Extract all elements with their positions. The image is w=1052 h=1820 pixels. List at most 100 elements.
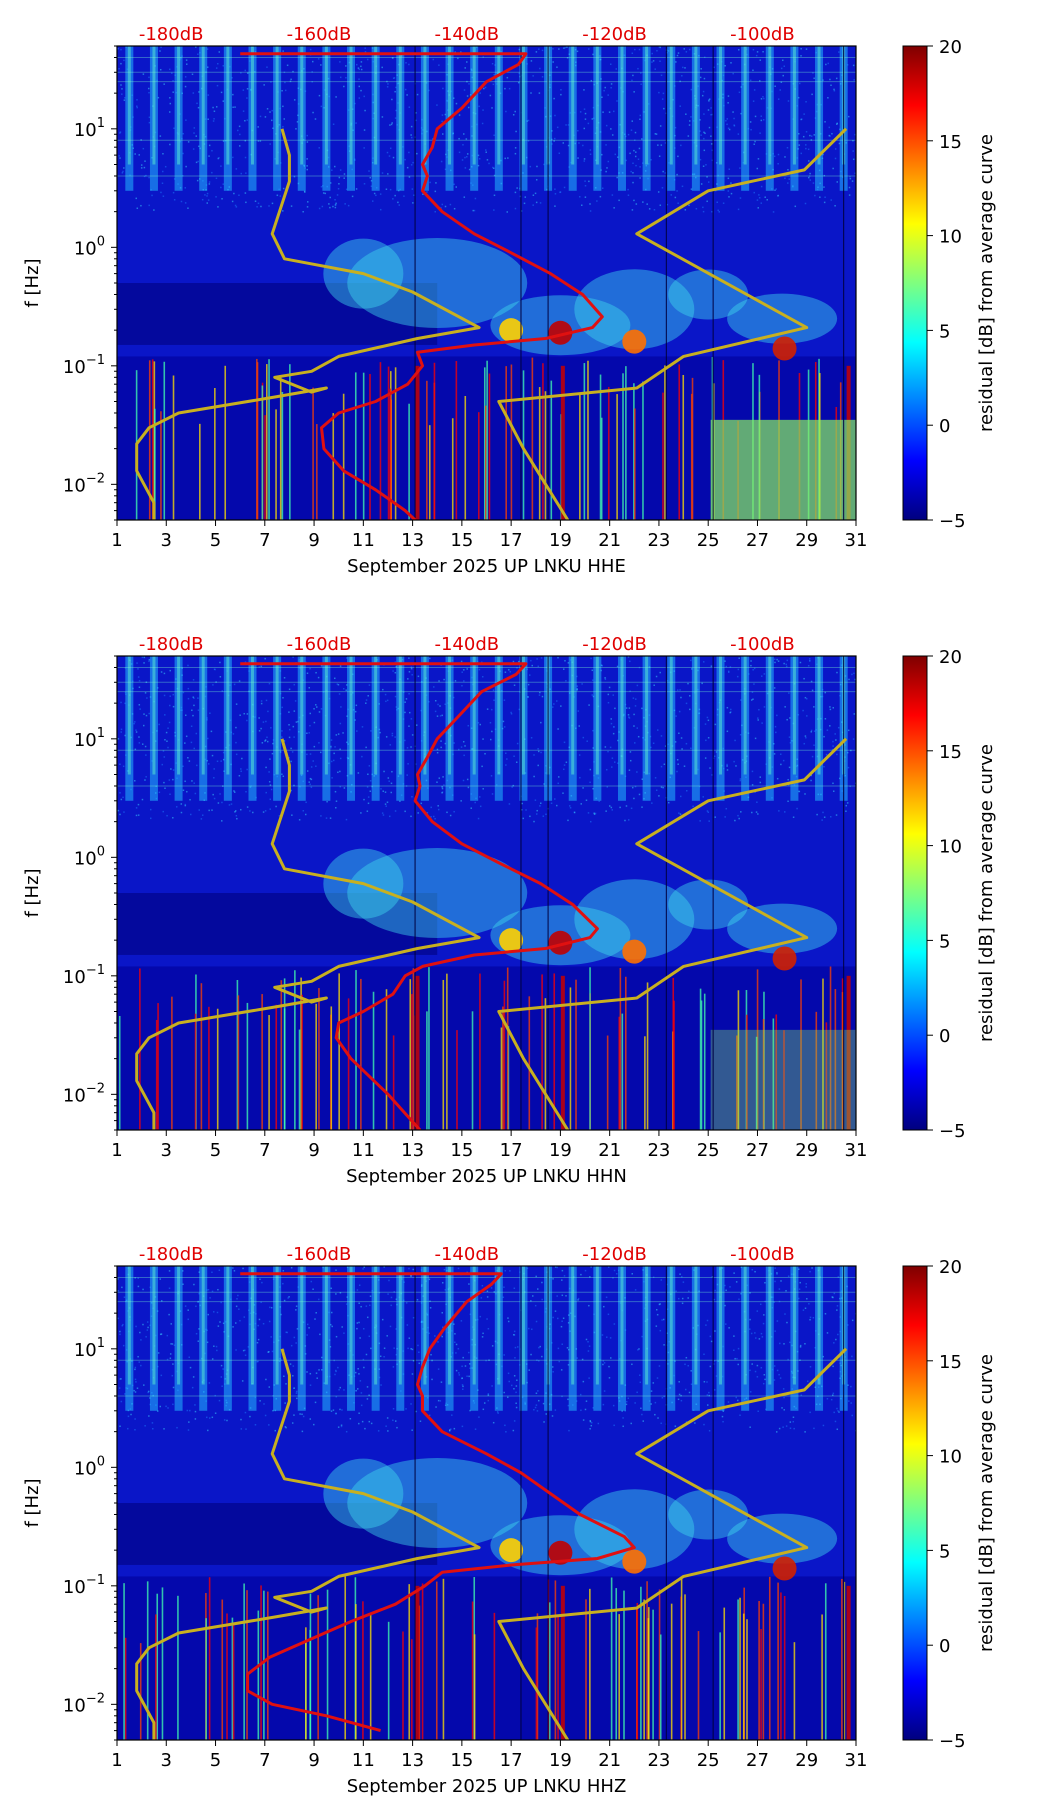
noise-dot: [382, 814, 385, 816]
noise-dot: [703, 77, 706, 80]
noise-dot: [613, 1424, 615, 1427]
noise-dot: [721, 1415, 724, 1418]
noise-dot: [313, 708, 315, 710]
noise-dot: [193, 697, 195, 699]
transient-spike: [426, 380, 428, 520]
noise-dot: [760, 1332, 763, 1335]
noise-dot: [481, 675, 484, 678]
noise-dot: [294, 700, 297, 702]
day-streak-core: [275, 656, 279, 775]
noise-dot: [478, 105, 480, 108]
noise-dot: [306, 141, 309, 143]
noise-dot: [365, 746, 367, 749]
noise-dot: [393, 1291, 396, 1293]
noise-dot: [197, 697, 199, 699]
noise-dot: [783, 662, 785, 665]
hot-spot: [622, 329, 647, 354]
noise-dot: [756, 199, 759, 201]
noise-dot: [556, 700, 558, 702]
db-scale-label: -140dB: [434, 634, 499, 655]
noise-dot: [561, 1395, 563, 1398]
transient-spike: [446, 973, 448, 1130]
noise-dot: [168, 111, 171, 113]
noise-dot: [182, 1283, 184, 1286]
noise-dot: [365, 699, 368, 701]
noise-dot: [676, 759, 679, 761]
x-tick-label: 1: [111, 1750, 122, 1771]
noise-dot: [288, 711, 290, 713]
noise-dot: [545, 813, 547, 816]
noise-dot: [432, 58, 435, 61]
noise-dot: [713, 1298, 716, 1301]
noise-dot: [121, 1324, 124, 1327]
noise-dot: [578, 142, 580, 144]
noise-dot: [143, 656, 146, 659]
noise-dot: [733, 1272, 735, 1274]
noise-dot: [437, 703, 439, 706]
noise-dot: [440, 740, 442, 742]
noise-dot: [386, 1417, 389, 1419]
x-tick-label: 17: [500, 1750, 523, 1771]
noise-dot: [596, 200, 598, 202]
noise-dot: [774, 1280, 776, 1283]
noise-dot: [130, 1413, 132, 1416]
noise-dot: [331, 1325, 333, 1328]
noise-dot: [646, 203, 648, 205]
noise-dot: [143, 1384, 145, 1386]
noise-dot: [215, 681, 217, 683]
noise-dot: [524, 196, 527, 198]
noise-dot: [407, 678, 409, 680]
noise-dot: [492, 689, 495, 691]
noise-dot: [661, 98, 664, 100]
noise-dot: [729, 666, 732, 668]
noise-dot: [485, 149, 487, 151]
noise-dot: [208, 181, 211, 183]
noise-dot: [659, 60, 661, 62]
noise-dot: [120, 798, 123, 801]
noise-dot: [320, 185, 323, 188]
transient-spike: [544, 998, 547, 1130]
noise-dot: [288, 688, 291, 691]
noise-dot: [339, 1408, 341, 1411]
noise-dot: [381, 812, 384, 814]
noise-dot: [135, 1325, 137, 1328]
noise-dot: [231, 200, 234, 203]
noise-dot: [233, 192, 235, 195]
noise-dot: [757, 717, 759, 719]
noise-dot: [293, 176, 296, 178]
noise-dot: [390, 1304, 392, 1307]
noise-dot: [763, 1314, 765, 1316]
day-streak-core: [472, 1266, 476, 1385]
noise-dot: [685, 742, 688, 745]
noise-dot: [824, 1312, 827, 1315]
noise-dot: [491, 793, 494, 795]
noise-dot: [191, 73, 194, 76]
noise-dot: [453, 742, 455, 744]
noise-dot: [730, 62, 732, 64]
noise-dot: [403, 195, 405, 197]
transient-spike: [697, 1631, 700, 1740]
noise-dot: [617, 739, 619, 742]
noise-dot: [659, 204, 662, 207]
noise-dot: [583, 127, 586, 130]
noise-dot: [365, 702, 367, 704]
noise-dot: [752, 669, 754, 671]
noise-dot: [802, 135, 805, 138]
noise-dot: [679, 1273, 681, 1275]
noise-dot: [633, 199, 635, 202]
noise-dot: [246, 768, 248, 771]
noise-dot: [137, 676, 140, 678]
noise-dot: [515, 1406, 518, 1409]
microseism-glow: [574, 1489, 695, 1570]
noise-dot: [514, 207, 517, 210]
day-streak-core: [694, 656, 698, 775]
noise-dot: [852, 158, 855, 161]
noise-dot: [190, 741, 193, 744]
noise-dot: [569, 805, 571, 807]
noise-dot: [404, 701, 406, 703]
noise-dot: [411, 1348, 414, 1351]
noise-dot: [683, 48, 685, 50]
noise-dot: [477, 817, 480, 820]
noise-dot: [292, 1387, 295, 1390]
noise-dot: [662, 170, 664, 173]
